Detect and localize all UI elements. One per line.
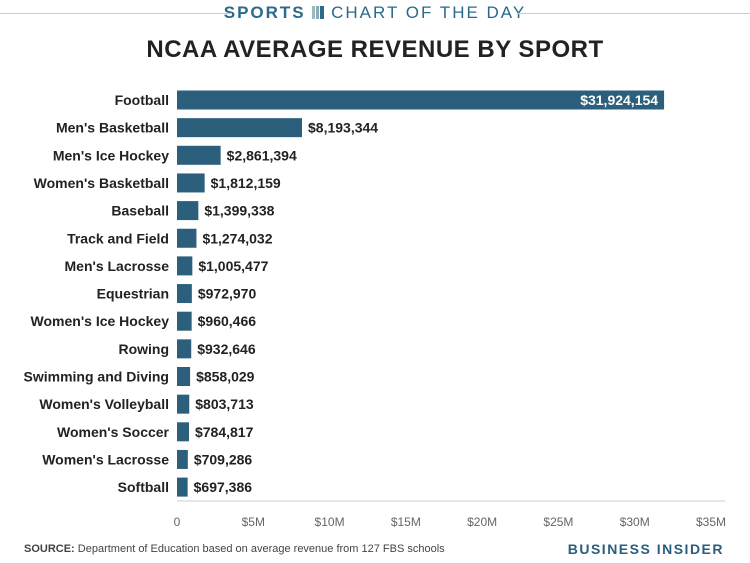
category-label: Rowing — [118, 341, 169, 357]
data-label: $858,029 — [196, 369, 255, 385]
bar — [177, 367, 191, 386]
data-label: $803,713 — [195, 396, 254, 412]
bar — [177, 145, 221, 165]
x-tick-label: 0 — [174, 515, 181, 529]
category-label: Women's Soccer — [57, 424, 170, 440]
x-tick-label: $20M — [467, 515, 497, 529]
bar — [177, 228, 197, 248]
bar — [177, 90, 665, 110]
data-label: $960,466 — [198, 313, 257, 329]
divider — [0, 13, 232, 14]
x-tick-label: $25M — [543, 515, 573, 529]
bar — [177, 311, 192, 331]
category-label: Women's Volleyball — [39, 396, 169, 412]
category-label: Equestrian — [97, 286, 169, 302]
chart-title: NCAA AVERAGE REVENUE BY SPORT — [146, 36, 604, 63]
data-label: $697,386 — [194, 479, 253, 495]
category-label: Women's Ice Hockey — [31, 313, 170, 329]
x-tick-label: $35M — [696, 515, 726, 529]
kicker-text: CHART OF THE DAY — [331, 3, 527, 22]
category-label: Men's Lacrosse — [65, 258, 170, 274]
bar — [177, 422, 189, 442]
data-label: $1,399,338 — [204, 203, 274, 219]
business-insider-logo: BUSINESS INSIDER — [567, 541, 724, 557]
bar — [177, 256, 193, 276]
data-label: $784,817 — [195, 424, 254, 440]
source-note: SOURCE: Department of Education based on… — [24, 543, 445, 555]
bar — [177, 339, 192, 359]
x-tick-label: $10M — [315, 515, 345, 529]
x-tick-label: $30M — [620, 515, 650, 529]
chart-kicker: SPORTS CHART OF THE DAY — [0, 2, 750, 24]
category-label: Softball — [118, 479, 169, 495]
category-label: Track and Field — [67, 230, 169, 246]
kicker-bold: SPORTS — [223, 3, 306, 22]
bar — [177, 118, 303, 138]
data-label: $31,924,154 — [580, 92, 658, 108]
category-label: Men's Ice Hockey — [53, 147, 169, 163]
data-label: $1,274,032 — [202, 230, 272, 246]
bar — [177, 173, 205, 193]
data-label: $2,861,394 — [227, 147, 297, 163]
data-label: $932,646 — [197, 341, 256, 357]
category-label: Men's Basketball — [56, 120, 169, 136]
category-label: Women's Basketball — [34, 175, 169, 191]
bar — [177, 394, 190, 414]
bar — [177, 449, 188, 469]
category-label: Women's Lacrosse — [42, 451, 169, 467]
x-tick-label: $5M — [242, 515, 265, 529]
data-label: $709,286 — [194, 451, 253, 467]
source-label: SOURCE: — [24, 543, 75, 555]
data-label: $972,970 — [198, 286, 257, 302]
data-label: $1,005,477 — [198, 258, 268, 274]
divider — [518, 13, 750, 14]
source-text: Department of Education based on average… — [74, 543, 445, 555]
data-label: $1,812,159 — [211, 175, 281, 191]
data-label: $8,193,344 — [308, 120, 378, 136]
category-label: Swimming and Diving — [24, 369, 169, 385]
bar — [177, 477, 188, 497]
bar — [177, 284, 192, 304]
bar — [177, 201, 199, 221]
x-tick-label: $15M — [391, 515, 421, 529]
category-label: Football — [115, 92, 169, 108]
bar-chart-icon — [312, 6, 325, 19]
category-label: Baseball — [111, 203, 169, 219]
